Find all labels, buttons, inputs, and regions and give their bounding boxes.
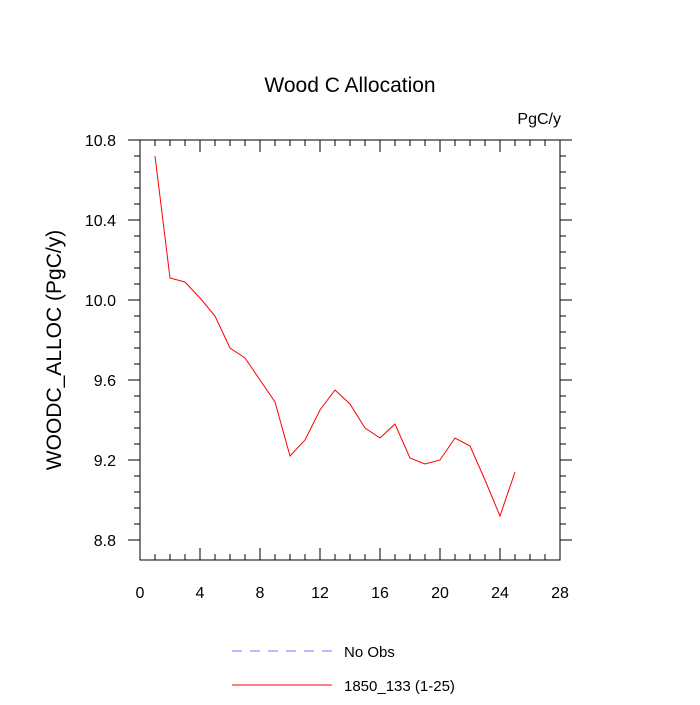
axis-ticks: 0 4 8 12 16 20 24 28 8.8 9.2 9.6 10.0 10.4 10.8 — [85, 133, 572, 602]
y-tick-label: 8.8 — [94, 533, 116, 550]
plot-frame — [139, 139, 561, 561]
legend-label: 1850_133 (1-25) — [344, 678, 455, 695]
chart-title: Wood C Allocation — [264, 74, 435, 97]
x-tick-label: 16 — [371, 585, 389, 602]
x-tick-label: 12 — [311, 585, 329, 602]
x-tick-label: 20 — [431, 585, 449, 602]
y-tick-label: 10.0 — [85, 293, 116, 310]
x-tick-label: 28 — [551, 585, 569, 602]
y-tick-label: 9.6 — [94, 373, 116, 390]
x-tick-label: 0 — [136, 585, 145, 602]
legend-label: No Obs — [344, 644, 395, 661]
series-layer — [154, 155, 516, 518]
x-tick-label: 8 — [256, 585, 265, 602]
units-label: PgC/y — [517, 111, 561, 128]
series-line-0 — [154, 155, 516, 518]
x-tick-label: 24 — [491, 585, 509, 602]
y-tick-label: 10.4 — [85, 213, 116, 230]
y-axis-label: WOODC_ALLOC (PgC/y) — [43, 230, 66, 470]
y-tick-label: 9.2 — [94, 453, 116, 470]
x-tick-label: 4 — [196, 585, 205, 602]
y-tick-label: 10.8 — [85, 133, 116, 150]
legend: No Obs 1850_133 (1-25) — [232, 644, 455, 695]
